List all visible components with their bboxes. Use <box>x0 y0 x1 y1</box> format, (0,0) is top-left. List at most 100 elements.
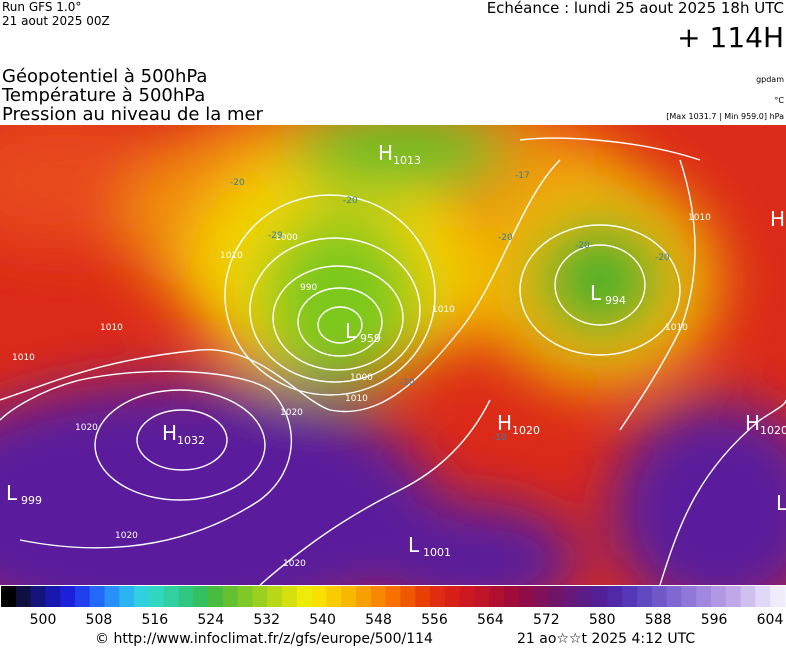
temperature-label: -20 <box>230 178 245 188</box>
temperature-label: -10 <box>492 433 507 443</box>
isobar-label: 1010 <box>665 323 688 333</box>
colorbar-label: 500 <box>30 612 57 628</box>
color-swatch <box>296 586 313 607</box>
color-swatch <box>415 586 431 607</box>
isobar-label: 990 <box>300 283 317 293</box>
color-swatch <box>622 586 638 607</box>
field: Pression au niveau de la mer <box>2 104 264 125</box>
color-swatch <box>651 586 668 607</box>
isobar <box>619 159 696 431</box>
color-swatch <box>89 586 106 607</box>
isobar <box>224 194 436 396</box>
color-swatch <box>104 586 120 607</box>
color-swatch <box>45 586 61 607</box>
system-value: 1032 <box>177 434 205 447</box>
color-swatch <box>326 586 342 607</box>
color-swatch <box>134 586 150 607</box>
isobar-label: 1020 <box>115 531 138 541</box>
colorbar-label: 604 <box>757 612 784 628</box>
isobar <box>136 409 228 471</box>
system-letter: L <box>408 533 420 557</box>
isobar <box>0 370 292 549</box>
color-swatch <box>15 586 32 607</box>
isobar-label: 1010 <box>100 323 123 333</box>
colorbar-label: 508 <box>86 612 113 628</box>
color-swatch <box>607 586 623 607</box>
color-swatch <box>282 586 298 607</box>
map <box>0 125 786 585</box>
isobar-label: 1010 <box>12 353 35 363</box>
temperature-label: -20 <box>655 253 670 263</box>
isobar-label: 1010 <box>220 251 243 261</box>
color-swatch <box>252 586 268 607</box>
field: Géopotentiel à 500hPa <box>2 66 207 87</box>
isobar <box>272 265 404 371</box>
temperature-label: -10 <box>400 378 415 388</box>
color-swatch <box>370 586 387 607</box>
colorbar-label: 532 <box>253 612 280 628</box>
system-letter: H <box>770 207 785 231</box>
color-swatch <box>577 586 594 607</box>
isobar-label: 1000 <box>350 373 373 383</box>
color-swatch <box>400 586 416 607</box>
color-swatch <box>237 586 253 607</box>
isobar-label: 1010 <box>432 305 455 315</box>
color-swatch <box>681 586 697 607</box>
system-letter: L <box>6 481 18 505</box>
colorbar-label: 524 <box>197 612 224 628</box>
color-swatch <box>725 586 742 607</box>
color-swatch <box>193 586 209 607</box>
echeance: Echéance : lundi 25 aout 2025 18h UTC <box>487 0 784 17</box>
isobar <box>519 224 681 356</box>
system-value: 1001 <box>423 546 451 559</box>
isobar <box>259 399 491 585</box>
temperature-label: -29 <box>268 231 283 241</box>
color-swatch <box>148 586 165 607</box>
color-swatch <box>267 586 283 607</box>
isobar <box>659 399 786 585</box>
color-swatch <box>429 586 446 607</box>
isobar <box>297 287 383 357</box>
color-swatch <box>60 586 76 607</box>
temperature-label: -20 <box>498 233 513 243</box>
color-swatch <box>208 586 224 607</box>
color-swatch <box>666 586 682 607</box>
isobar <box>249 237 421 383</box>
isobar-label: 1000 <box>275 233 298 243</box>
system-letter: H <box>378 141 393 165</box>
system-value: 1020 <box>512 424 540 437</box>
color-swatch <box>518 586 535 607</box>
color-swatch <box>178 586 194 607</box>
system-letter: H <box>497 411 512 435</box>
colorbar-label: 564 <box>477 612 504 628</box>
colorbar-label: 596 <box>701 612 728 628</box>
system-letter: L <box>590 281 602 305</box>
color-swatch <box>696 586 712 607</box>
color-swatch <box>222 586 239 607</box>
colorbar-label: 548 <box>365 612 392 628</box>
temperature-label: -20 <box>343 196 358 206</box>
isobar-label: 1020 <box>283 559 306 569</box>
contour-labels: 1000 990 1010 1000 1010 1020 1020 1020 1020 1010 1… <box>12 171 711 569</box>
isobar-label: 1020 <box>280 408 303 418</box>
system-letter: L <box>776 491 786 515</box>
source-url: © http://www.infoclimat.fr/z/gfs/europe/… <box>95 631 433 647</box>
system-letter: L <box>345 319 357 343</box>
color-swatch <box>711 586 727 607</box>
temperature-label: -20 <box>575 241 590 251</box>
colorbar-label: 588 <box>645 612 672 628</box>
lead-time: + 114H <box>677 21 784 54</box>
color-swatch <box>770 586 786 607</box>
system-value: 1020 <box>760 424 786 437</box>
colorbar-label: 516 <box>141 612 168 628</box>
timestamp: 21 ao☆☆t 2025 4:12 UTC <box>517 631 695 647</box>
system-value: 959 <box>360 332 381 345</box>
isobar <box>519 137 701 161</box>
color-swatch <box>755 586 771 607</box>
isobar-label: 1010 <box>345 394 368 404</box>
color-swatch <box>74 586 91 607</box>
color-swatch <box>356 586 372 607</box>
system-letter: H <box>162 421 177 445</box>
